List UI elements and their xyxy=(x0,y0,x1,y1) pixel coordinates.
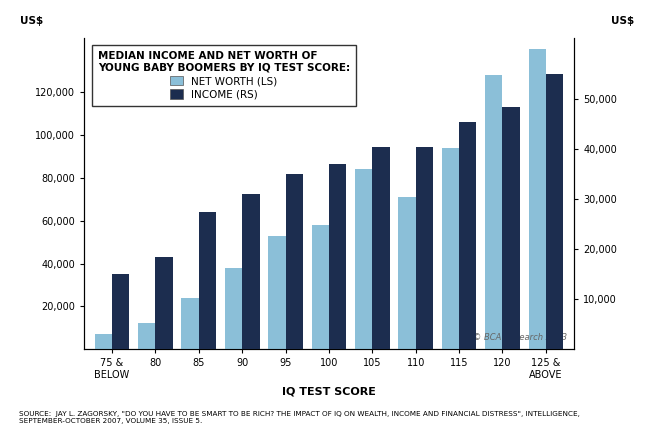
Bar xyxy=(181,298,199,349)
Bar xyxy=(485,75,502,349)
Bar xyxy=(355,169,372,349)
Bar xyxy=(546,74,563,349)
Bar xyxy=(312,225,329,349)
Text: © BCA Research 2013: © BCA Research 2013 xyxy=(473,333,567,342)
Bar xyxy=(242,194,259,349)
Bar xyxy=(286,174,303,349)
Text: US$: US$ xyxy=(20,16,43,26)
Bar xyxy=(138,322,155,349)
Bar xyxy=(268,236,286,349)
Bar xyxy=(112,274,130,349)
Bar xyxy=(399,197,416,349)
Bar xyxy=(199,212,216,349)
Bar xyxy=(416,147,433,349)
Bar xyxy=(225,268,242,349)
Text: US$: US$ xyxy=(611,16,634,26)
Bar xyxy=(528,49,546,349)
X-axis label: IQ TEST SCORE: IQ TEST SCORE xyxy=(282,387,376,397)
Bar xyxy=(329,164,346,349)
Bar xyxy=(442,148,459,349)
Bar xyxy=(95,334,112,349)
Bar xyxy=(459,122,477,349)
Bar xyxy=(372,147,390,349)
Legend: NET WORTH (LS), INCOME (RS): NET WORTH (LS), INCOME (RS) xyxy=(92,45,356,106)
Bar xyxy=(502,106,520,349)
Bar xyxy=(155,257,173,349)
Text: SOURCE:  JAY L. ZAGORSKY, "DO YOU HAVE TO BE SMART TO BE RICH? THE IMPACT OF IQ : SOURCE: JAY L. ZAGORSKY, "DO YOU HAVE TO… xyxy=(19,411,580,424)
